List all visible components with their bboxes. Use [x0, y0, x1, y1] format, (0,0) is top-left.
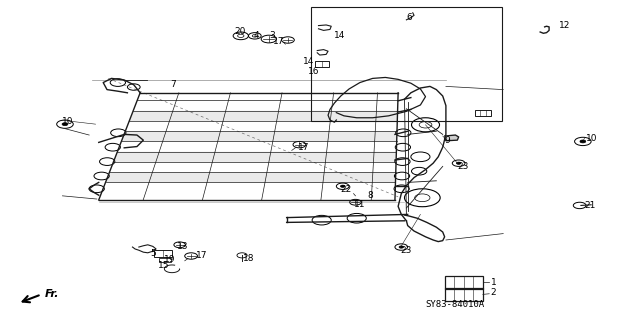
- Polygon shape: [122, 131, 397, 141]
- Text: 22: 22: [341, 185, 352, 194]
- Circle shape: [456, 162, 461, 164]
- Bar: [311, 7, 502, 121]
- Text: 6: 6: [406, 13, 412, 22]
- Text: SY83-84010A: SY83-84010A: [426, 300, 485, 309]
- Polygon shape: [106, 172, 396, 182]
- Text: 12: 12: [559, 21, 571, 30]
- Text: 9: 9: [445, 136, 450, 145]
- Text: 17: 17: [196, 252, 208, 260]
- Text: 23: 23: [457, 162, 469, 171]
- Text: 7: 7: [171, 80, 176, 89]
- Text: 3: 3: [269, 31, 275, 40]
- Text: 5: 5: [150, 249, 156, 258]
- Bar: [159, 258, 171, 262]
- Bar: [475, 110, 491, 116]
- Text: 17: 17: [298, 143, 310, 152]
- Polygon shape: [113, 152, 396, 162]
- Text: 17: 17: [273, 37, 284, 46]
- Text: 15: 15: [158, 261, 169, 270]
- Text: 18: 18: [243, 254, 255, 263]
- Text: 8: 8: [367, 191, 373, 200]
- Text: Fr.: Fr.: [45, 289, 59, 300]
- Text: 20: 20: [234, 28, 246, 36]
- Text: 10: 10: [586, 134, 598, 143]
- Bar: [154, 250, 172, 257]
- Text: 1: 1: [490, 278, 496, 287]
- Text: 14: 14: [334, 31, 346, 40]
- Circle shape: [580, 140, 586, 143]
- Text: 4: 4: [254, 31, 259, 40]
- Text: 19: 19: [164, 255, 176, 264]
- Circle shape: [341, 185, 345, 188]
- Text: 14: 14: [303, 57, 315, 66]
- Bar: [445, 276, 483, 289]
- Text: 10: 10: [62, 117, 74, 126]
- Text: 23: 23: [400, 246, 412, 255]
- Text: 2: 2: [490, 288, 496, 297]
- Bar: [315, 61, 329, 67]
- Text: 11: 11: [354, 200, 365, 209]
- Text: 13: 13: [177, 242, 189, 251]
- Circle shape: [399, 246, 404, 248]
- Text: 21: 21: [585, 201, 596, 210]
- Polygon shape: [445, 135, 459, 141]
- Circle shape: [62, 123, 68, 126]
- Text: 16: 16: [308, 67, 320, 76]
- Bar: [445, 288, 483, 301]
- Polygon shape: [129, 111, 397, 121]
